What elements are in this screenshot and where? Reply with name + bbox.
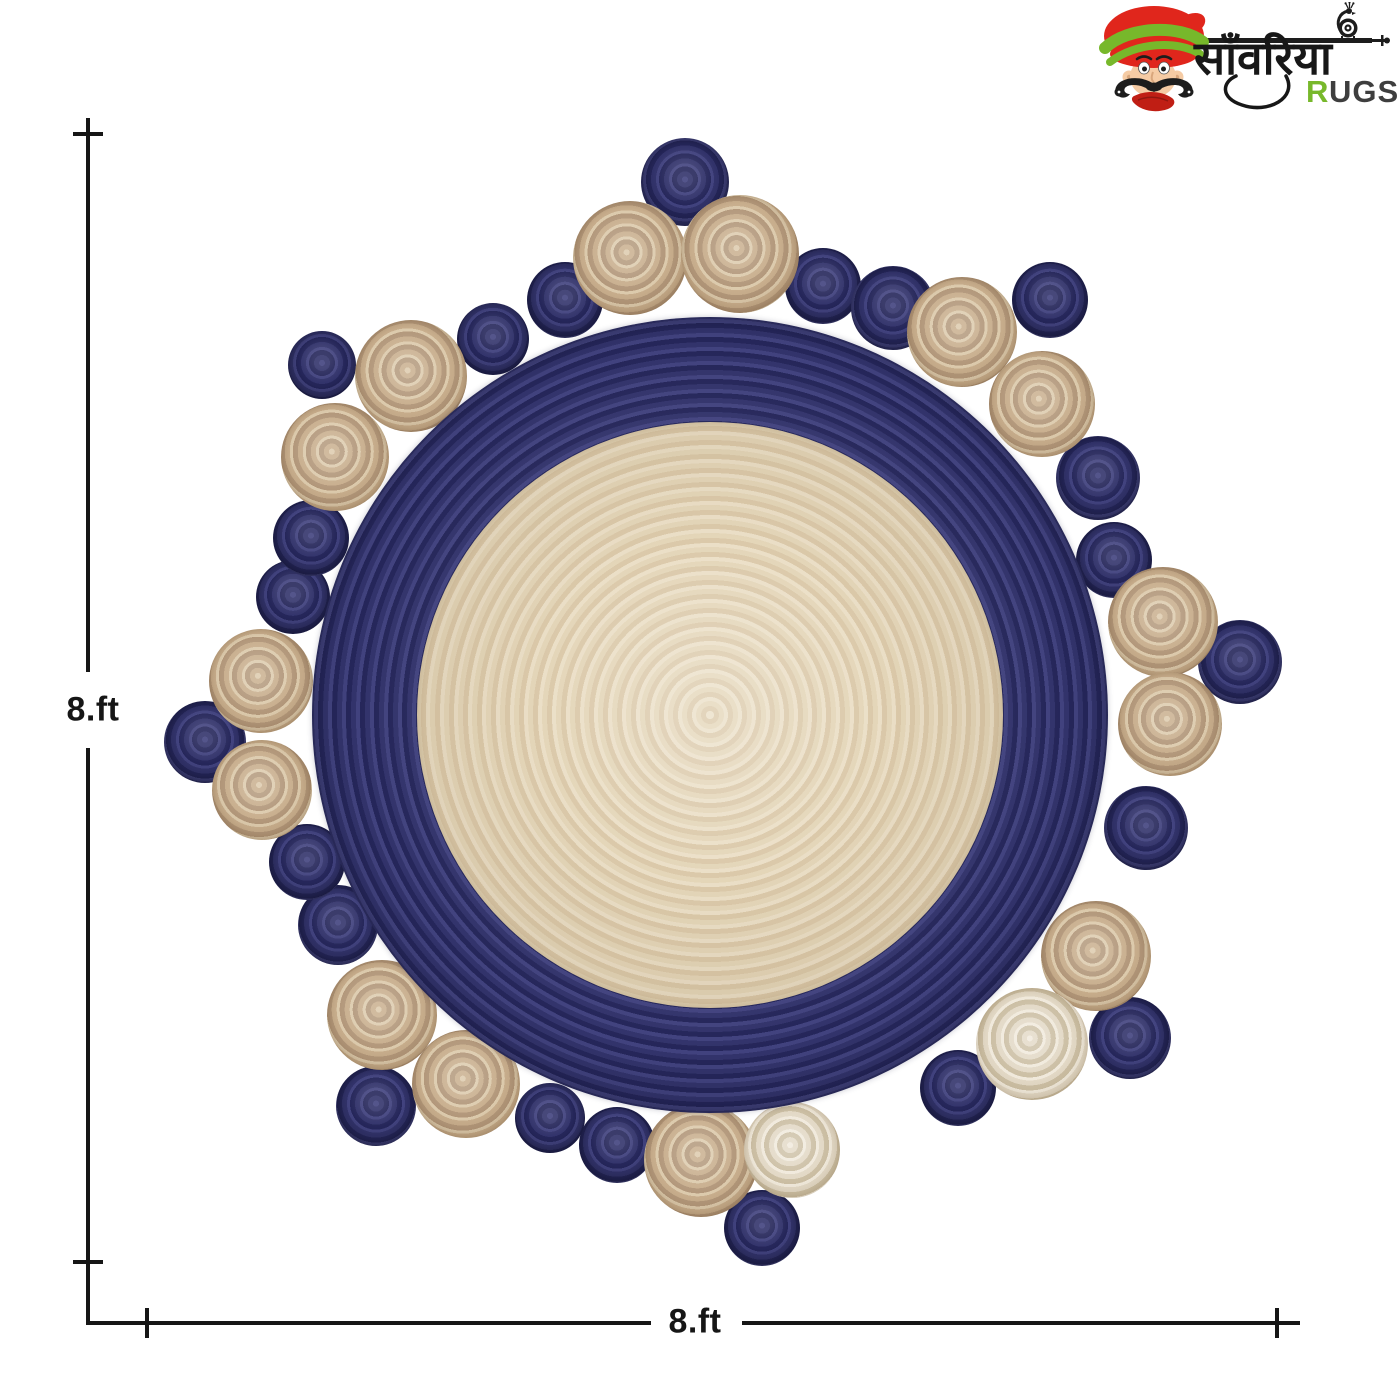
brand-logo: साँवरिया R UGS — [1088, 2, 1398, 120]
rug-disc — [1118, 672, 1222, 776]
rug-disc — [1104, 786, 1188, 870]
rug-disc — [212, 740, 312, 840]
height-dimension-line-upper — [86, 118, 90, 672]
height-dimension-label: 8.ft — [66, 690, 120, 729]
brand-name-rugs-rest: UGS — [1329, 74, 1398, 109]
width-dimension-label: 8.ft — [668, 1302, 722, 1341]
rug-disc — [273, 500, 349, 576]
rug-disc — [1108, 567, 1218, 677]
rug-disc — [281, 403, 389, 511]
height-dimension-line-lower — [86, 748, 90, 1325]
brand-name-rugs-r: R — [1306, 74, 1329, 109]
rug-disc — [644, 1103, 758, 1217]
rug-disc — [1041, 901, 1151, 1011]
width-dimension-line-right — [742, 1321, 1300, 1325]
width-dimension-tick-left — [145, 1308, 149, 1338]
rug-disc — [907, 277, 1017, 387]
rug-disc — [744, 1102, 840, 1198]
rug-disc — [288, 331, 356, 399]
rug-disc — [976, 988, 1088, 1100]
rug-disc — [1089, 997, 1171, 1079]
brand-name-devanagari: साँवरिया — [1193, 31, 1334, 85]
rug-disc — [681, 195, 799, 313]
rug-disc — [573, 201, 687, 315]
width-dimension-line-left — [86, 1321, 651, 1325]
rug-disc — [515, 1083, 585, 1153]
rug-disc — [1012, 262, 1088, 338]
brand-headline-bar — [1192, 35, 1390, 46]
turban-man-icon — [1099, 6, 1209, 112]
rug-disc — [336, 1066, 416, 1146]
rug-center — [417, 422, 1003, 1008]
height-dimension-tick-top — [73, 132, 103, 136]
brand-swash — [1223, 74, 1291, 110]
rug-disc — [579, 1107, 655, 1183]
rug-disc — [989, 351, 1095, 457]
peacock-icon — [1336, 2, 1358, 39]
rug-disc — [209, 629, 313, 733]
height-dimension-tick-bottom — [73, 1260, 103, 1264]
rug-disc — [457, 303, 529, 375]
width-dimension-tick-right — [1275, 1308, 1279, 1338]
rug-disc — [1056, 436, 1140, 520]
